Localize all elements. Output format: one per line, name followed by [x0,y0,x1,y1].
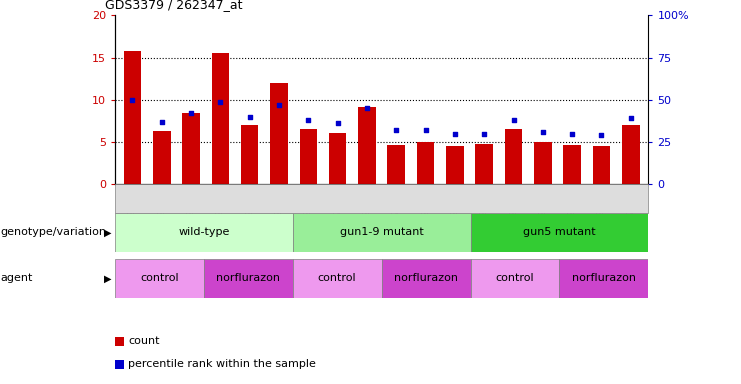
Bar [476,144,493,184]
Bar [115,259,204,298]
Bar [204,259,293,298]
Text: norflurazon: norflurazon [572,273,636,283]
Text: GDS3379 / 262347_at: GDS3379 / 262347_at [105,0,243,12]
Text: count: count [128,336,160,346]
Text: ▶: ▶ [104,273,111,283]
Point [332,121,344,127]
Bar [471,213,648,252]
Text: genotype/variation: genotype/variation [0,227,106,237]
Bar [388,145,405,184]
Bar [182,113,200,184]
Text: ▶: ▶ [104,227,111,237]
Bar [382,259,471,298]
Bar [241,125,259,184]
Bar [559,259,648,298]
Text: norflurazon: norflurazon [216,273,280,283]
Point [214,98,226,104]
Bar [329,133,347,184]
Point [391,127,402,133]
Text: gun5 mutant: gun5 mutant [523,227,596,237]
Bar [153,131,170,184]
Bar [358,107,376,184]
Bar [446,146,464,184]
Text: norflurazon: norflurazon [394,273,458,283]
Point [361,105,373,111]
Bar [534,142,551,184]
Point [625,115,637,121]
Text: gun1-9 mutant: gun1-9 mutant [339,227,424,237]
Bar [293,259,382,298]
Point [302,117,314,123]
Point [127,97,139,103]
Point [449,131,461,137]
Point [566,131,578,137]
Point [185,110,197,116]
Bar [299,129,317,184]
Bar [124,51,142,184]
Bar [270,83,288,184]
Bar [563,146,581,184]
Text: percentile rank within the sample: percentile rank within the sample [128,359,316,369]
Point [273,102,285,108]
Bar [505,129,522,184]
Point [478,131,490,137]
Text: control: control [318,273,356,283]
Point [419,127,431,133]
Text: wild-type: wild-type [178,227,230,237]
Bar [622,125,639,184]
Bar [593,146,611,184]
Point [537,129,549,135]
Bar [471,259,559,298]
Point [156,119,167,125]
Text: control: control [140,273,179,283]
Text: control: control [496,273,534,283]
Bar [293,213,471,252]
Bar [115,213,293,252]
Point [508,117,519,123]
Bar [416,142,434,184]
Point [244,114,256,120]
Text: agent: agent [0,273,33,283]
Point [596,132,608,138]
Bar [212,53,229,184]
